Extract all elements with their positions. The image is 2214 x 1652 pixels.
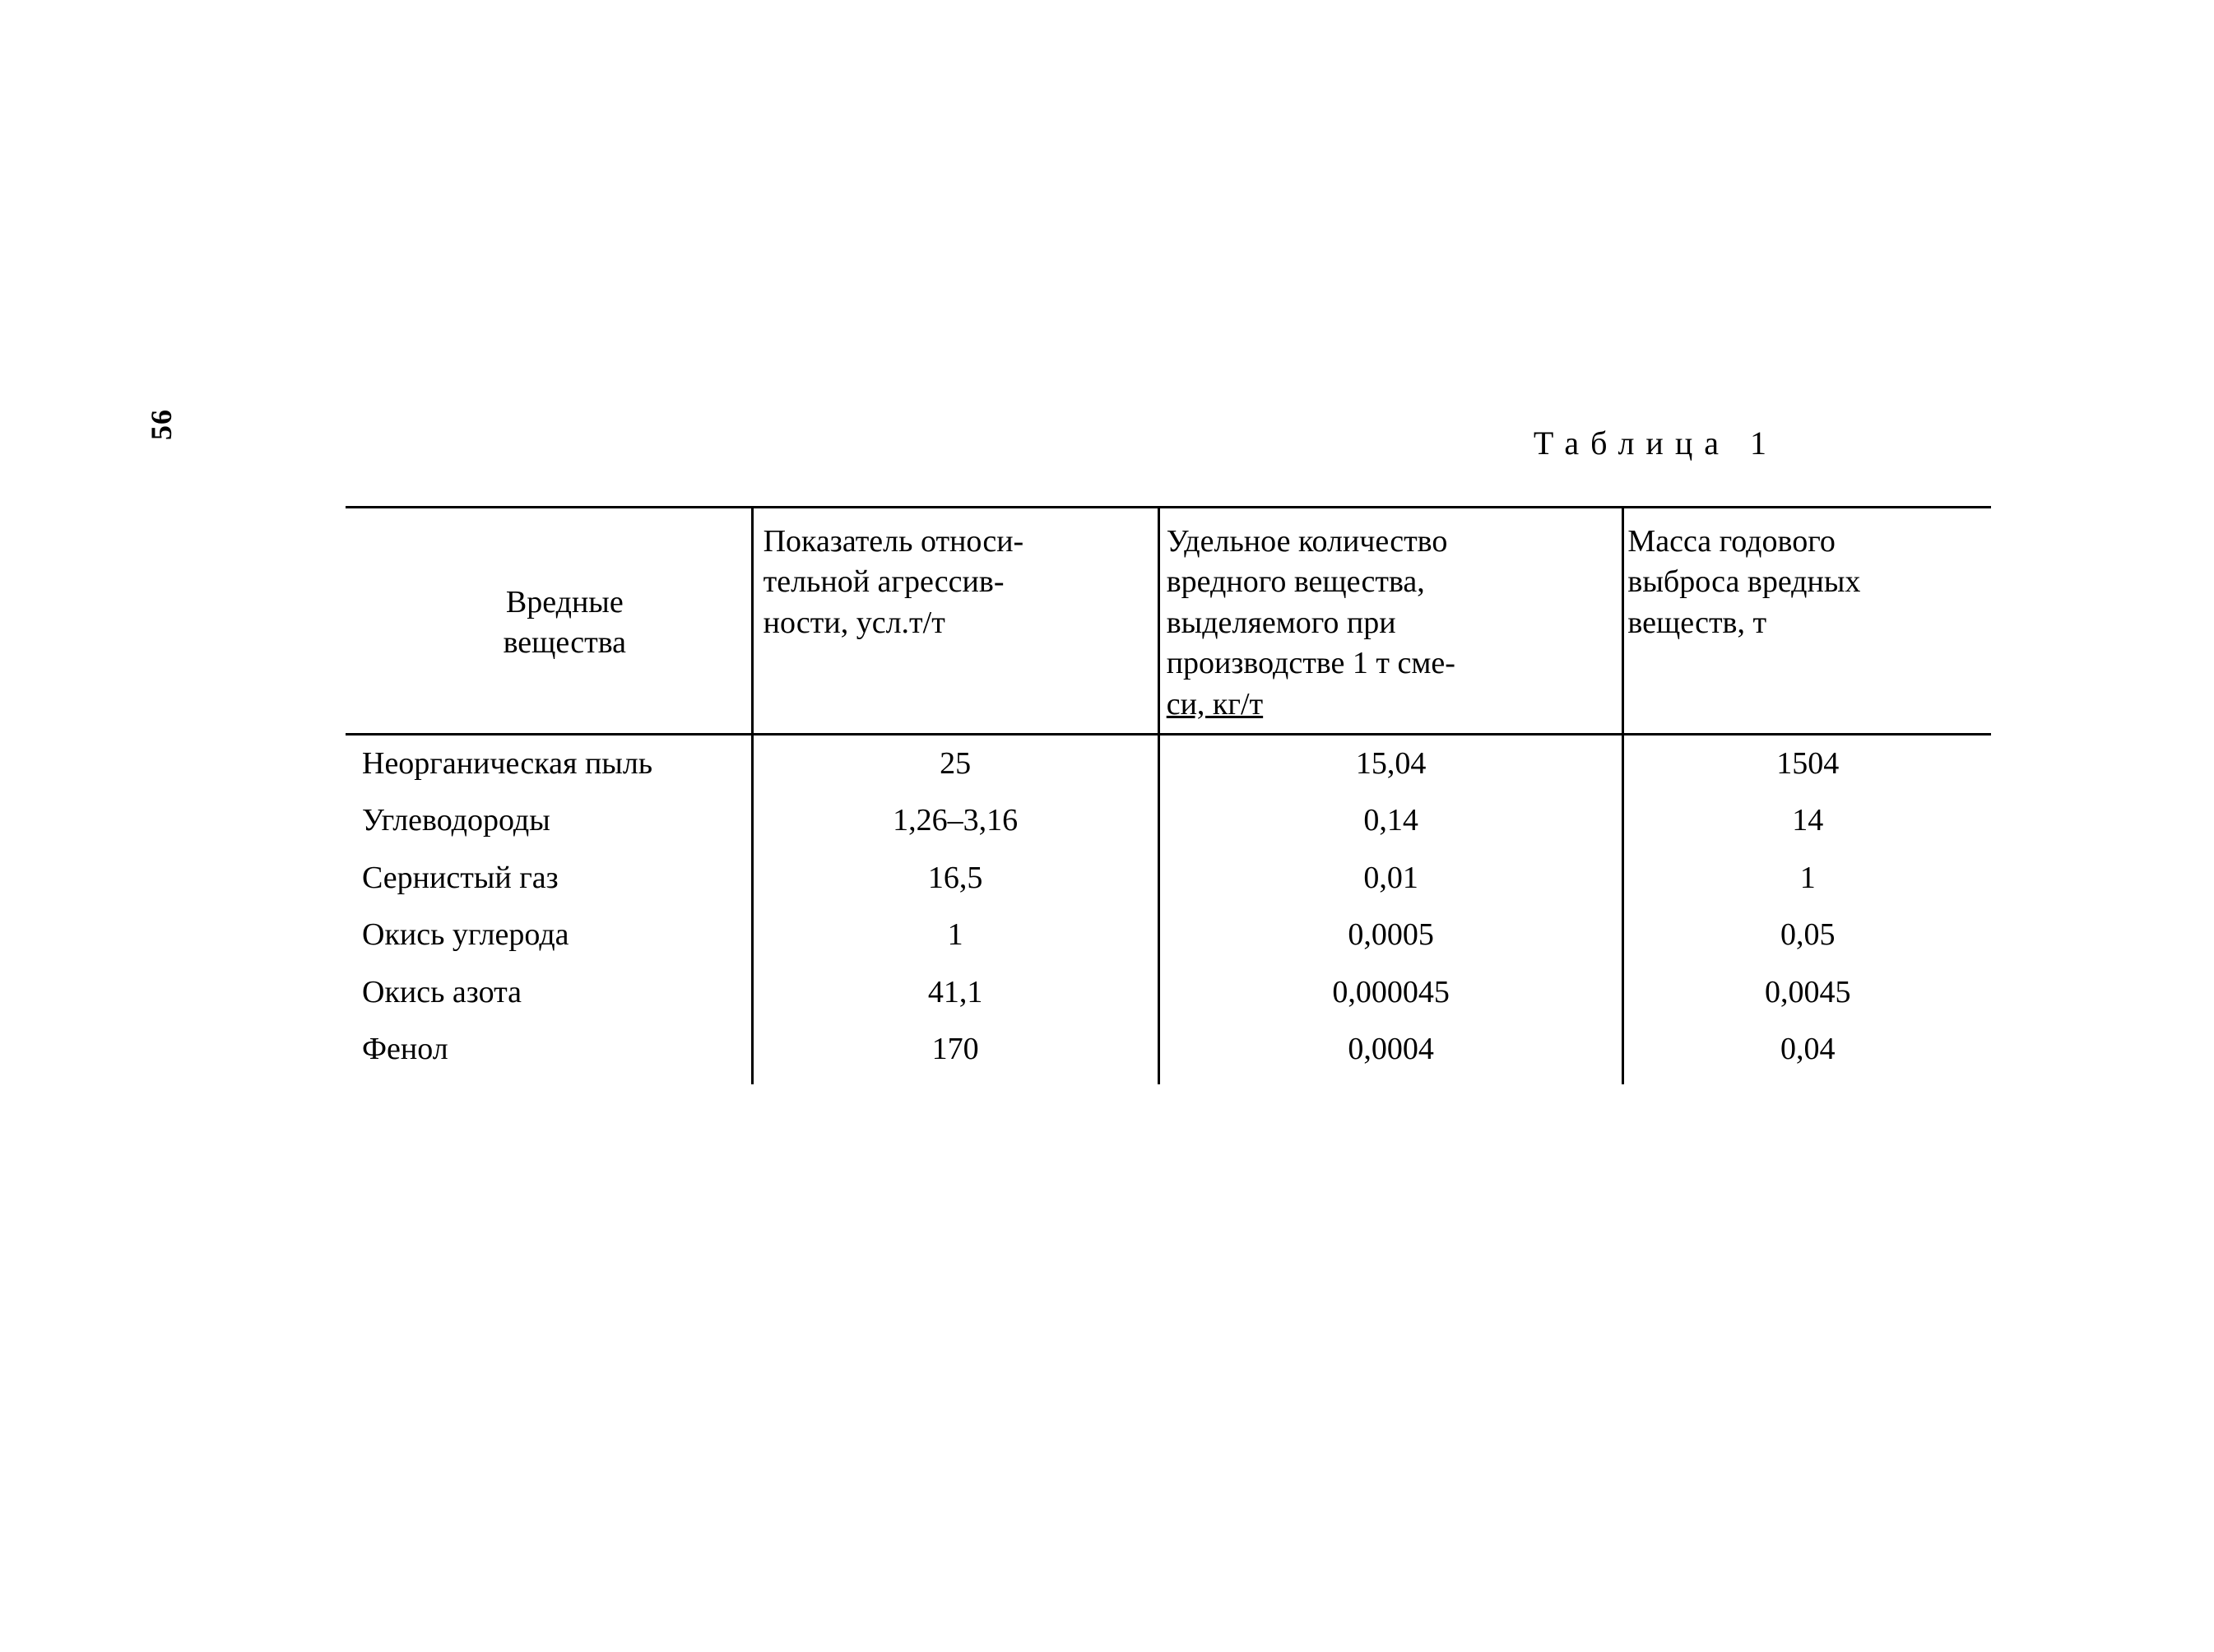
header-text: тельной агрессив- <box>764 564 1005 599</box>
cell-mass: 0,04 <box>1623 1021 1991 1084</box>
header-text: Показатель относи- <box>764 524 1024 559</box>
table-row: Окись азота 41,1 0,000045 0,0045 <box>346 964 1991 1021</box>
cell-indicator: 1,26–3,16 <box>752 792 1158 849</box>
header-text: производстве 1 т сме- <box>1167 646 1455 680</box>
table-row: Неорганическая пыль 25 15,04 1504 <box>346 734 1991 792</box>
cell-indicator: 25 <box>752 734 1158 792</box>
emissions-table-container: Вредные вещества Показатель относи- тель… <box>346 506 1991 1084</box>
table-body: Неорганическая пыль 25 15,04 1504 Углево… <box>346 734 1991 1084</box>
header-text: си, кг/т <box>1167 687 1263 722</box>
header-text: веществ, т <box>1627 606 1766 640</box>
cell-mass: 1 <box>1623 850 1991 907</box>
table-row: Сернистый газ 16,5 0,01 1 <box>346 850 1991 907</box>
cell-indicator: 16,5 <box>752 850 1158 907</box>
cell-substance: Фенол <box>346 1021 752 1084</box>
cell-mass: 0,0045 <box>1623 964 1991 1021</box>
cell-indicator: 170 <box>752 1021 1158 1084</box>
table-row: Фенол 170 0,0004 0,04 <box>346 1021 1991 1084</box>
header-text: Масса годового <box>1627 524 1835 559</box>
cell-indicator: 41,1 <box>752 964 1158 1021</box>
cell-mass: 0,05 <box>1623 907 1991 963</box>
header-text: выделяемого при <box>1167 606 1396 640</box>
header-text: вещества <box>504 625 626 660</box>
header-text: Удельное количество <box>1167 524 1448 559</box>
header-text: вредного вещества, <box>1167 564 1425 599</box>
page-number: 56 <box>144 409 179 440</box>
cell-mass: 14 <box>1623 792 1991 849</box>
header-substance: Вредные вещества <box>346 508 752 735</box>
cell-specific: 0,01 <box>1158 850 1623 907</box>
header-specific: Удельное количество вредного вещества, в… <box>1158 508 1623 735</box>
cell-substance: Окись азота <box>346 964 752 1021</box>
header-text: Вредные <box>506 585 624 620</box>
header-mass: Масса годового выброса вредных веществ, … <box>1623 508 1991 735</box>
cell-specific: 0,14 <box>1158 792 1623 849</box>
cell-substance: Окись углерода <box>346 907 752 963</box>
cell-specific: 0,0005 <box>1158 907 1623 963</box>
cell-substance: Сернистый газ <box>346 850 752 907</box>
cell-specific: 0,000045 <box>1158 964 1623 1021</box>
cell-specific: 15,04 <box>1158 734 1623 792</box>
header-text: ности, усл.т/т <box>764 606 945 640</box>
cell-substance: Углеводороды <box>346 792 752 849</box>
cell-substance: Неорганическая пыль <box>346 734 752 792</box>
table-caption: Таблица 1 <box>1534 424 1778 462</box>
cell-mass: 1504 <box>1623 734 1991 792</box>
cell-specific: 0,0004 <box>1158 1021 1623 1084</box>
header-indicator: Показатель относи- тельной агрессив- нос… <box>752 508 1158 735</box>
cell-indicator: 1 <box>752 907 1158 963</box>
emissions-table: Вредные вещества Показатель относи- тель… <box>346 506 1991 1084</box>
table-row: Окись углерода 1 0,0005 0,05 <box>346 907 1991 963</box>
header-text: выброса вредных <box>1627 564 1860 599</box>
table-header-row: Вредные вещества Показатель относи- тель… <box>346 508 1991 735</box>
table-row: Углеводороды 1,26–3,16 0,14 14 <box>346 792 1991 849</box>
